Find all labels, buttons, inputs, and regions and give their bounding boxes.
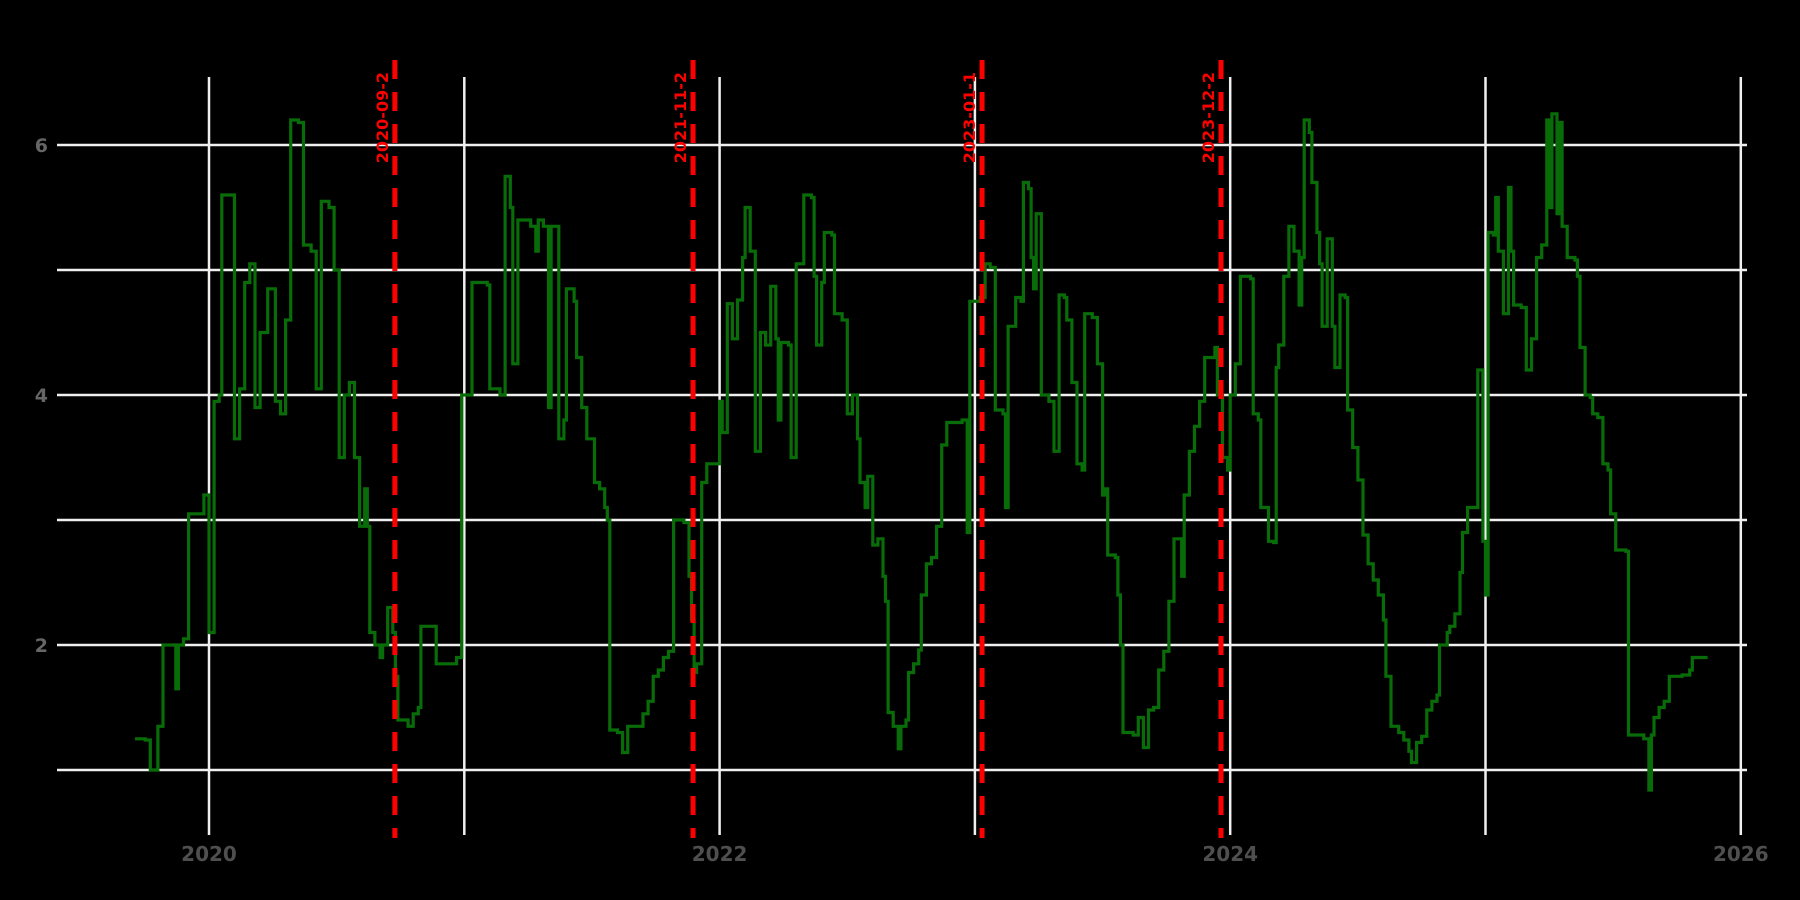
y-tick-label: 4 bbox=[35, 385, 48, 407]
x-tick-label: 2024 bbox=[1202, 842, 1258, 866]
event-label: 2021-11-2 bbox=[671, 72, 690, 163]
x-tick-label: 2020 bbox=[181, 842, 237, 866]
event-label: 2023-12-2 bbox=[1199, 72, 1218, 163]
event-label: 2023-01-1 bbox=[960, 72, 979, 163]
y-tick-label: 6 bbox=[35, 135, 48, 157]
y-tick-label: 2 bbox=[35, 635, 48, 657]
x-tick-label: 2026 bbox=[1713, 842, 1769, 866]
x-tick-label: 2022 bbox=[692, 842, 748, 866]
event-label: 2020-09-2 bbox=[373, 72, 392, 163]
series-line bbox=[135, 112, 1708, 792]
